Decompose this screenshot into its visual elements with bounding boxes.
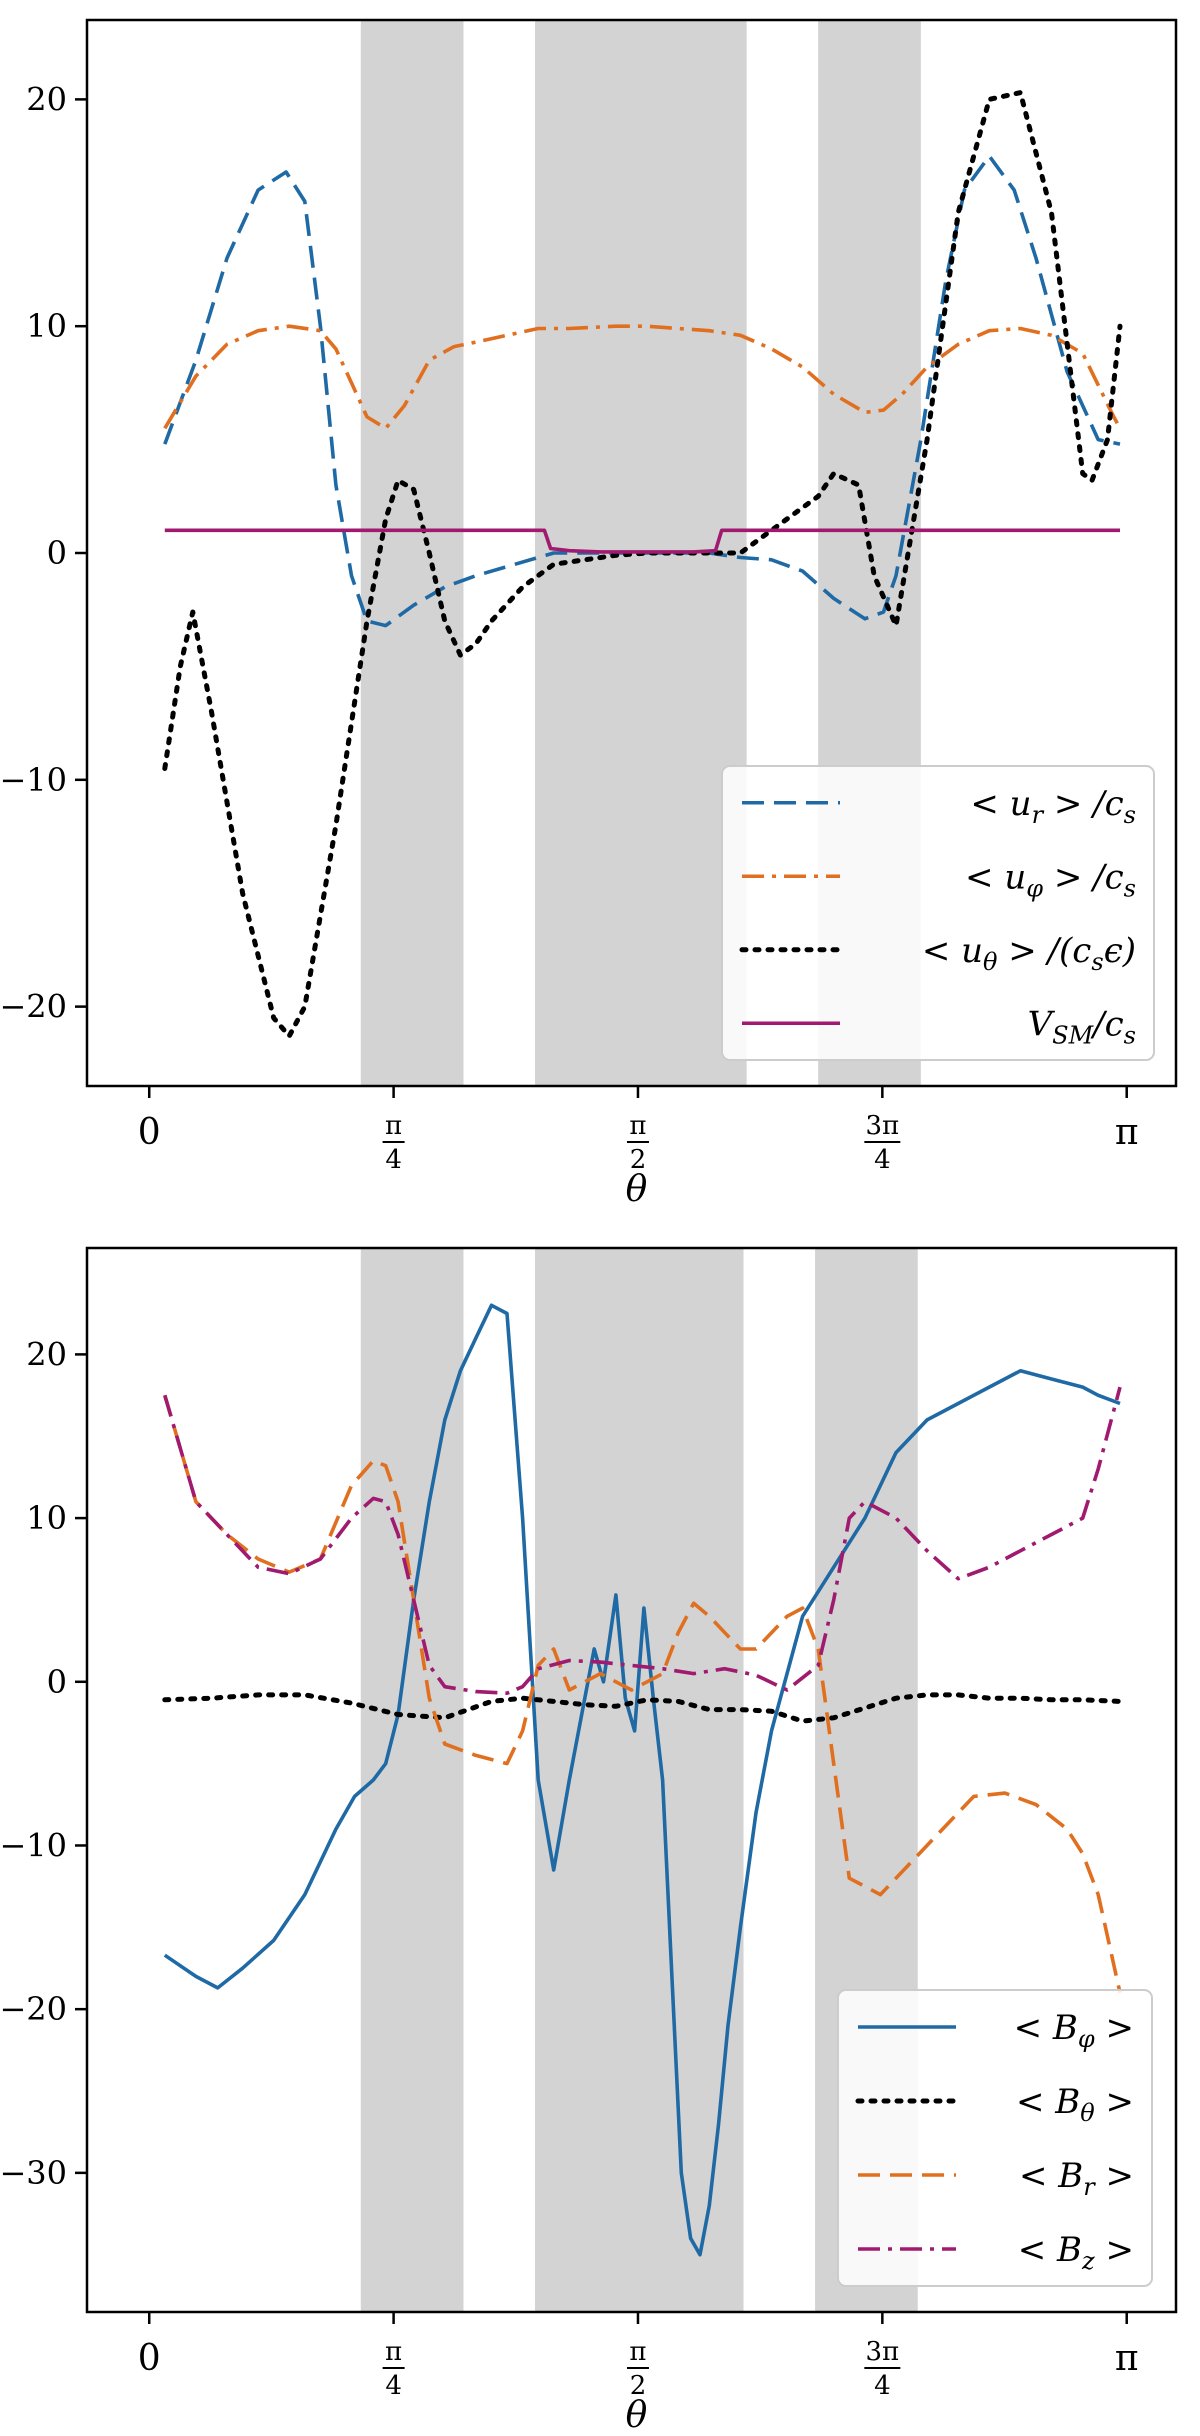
x-tick-numerator: π [629,2337,646,2367]
x-tick-label: π2 [626,1111,649,1175]
series-group [162,90,1123,1039]
legend-label-3: < Br > [1019,2156,1134,2201]
x-tick-label: π2 [626,2337,649,2401]
x-tick-numerator: π [385,1111,402,1141]
x-tick-label: π4 [382,2337,405,2401]
y-tick-label: −30 [0,2154,67,2192]
legend: < ur > /cs < uφ > /cs < uθ > /(csϵ) VSM/cs [721,765,1155,1061]
y-tick-label: −20 [0,988,67,1026]
series-line-2 [162,1692,1123,1724]
y-tick-label: 20 [26,80,67,118]
x-tick-denominator: 4 [874,1145,891,1175]
y-tick-label: 20 [26,1335,67,1373]
shaded-band-1 [360,20,464,1086]
legend: < Bφ > < Bθ > < Br > < Bz > [837,1989,1153,2287]
x-axis-label: θ [626,2395,648,2436]
plot-frame [85,1246,1178,2314]
legend-label-2: < Bθ > [1016,2082,1134,2127]
y-tick-label: 10 [26,1499,67,1537]
shaded-band-2 [535,1248,744,2312]
x-tick-label: π [1115,1112,1139,1153]
x-tick-label: 0 [138,1112,161,1153]
x-tick-denominator: 4 [385,1145,402,1175]
x-tick-numerator: π [629,1111,646,1141]
x-tick-label: 0 [138,2338,161,2379]
x-tick-label: π [1115,2338,1139,2379]
series-line-3 [163,1394,1122,1994]
x-tick-denominator: 4 [874,2371,891,2401]
legend-box [837,1989,1153,2287]
legend-label-2: < uφ > /cs [965,857,1136,902]
series-line-2 [163,324,1122,431]
series-group [162,1303,1123,2257]
legend-box [721,765,1155,1061]
legend-label-3: < uθ > /(csϵ) [922,931,1136,976]
y-tick-label: 0 [47,1663,67,1701]
y-tick-label: 10 [26,307,67,345]
legend-label-1: < ur > /cs [970,784,1136,829]
legend-label-1: < Bφ > [1014,2008,1134,2053]
x-tick-denominator: 4 [385,2371,402,2401]
y-tick-label: 0 [47,534,67,572]
legend-label-4: < Bz > [1018,2230,1134,2275]
series-line-1 [163,1303,1121,2257]
legend-label-4: VSM/cs [1028,1004,1136,1049]
x-tick-numerator: 3π [866,2337,900,2367]
x-tick-denominator: 2 [630,2371,647,2401]
y-tick-label: −20 [0,1990,67,2028]
series-line-4 [164,528,1120,554]
x-tick-numerator: π [385,2337,402,2367]
x-tick-denominator: 2 [630,1145,647,1175]
shaded-band-1 [360,1248,464,2312]
series-line-3 [162,90,1123,1039]
y-tick-label: −10 [0,1826,67,1864]
x-tick-label: 3π4 [864,1111,901,1175]
x-tick-label: π4 [382,1111,405,1175]
x-tick-label: 3π4 [864,2337,901,2401]
x-tick-numerator: 3π [866,1111,900,1141]
x-axis-label: θ [626,1169,648,1210]
y-tick-label: −10 [0,761,67,799]
